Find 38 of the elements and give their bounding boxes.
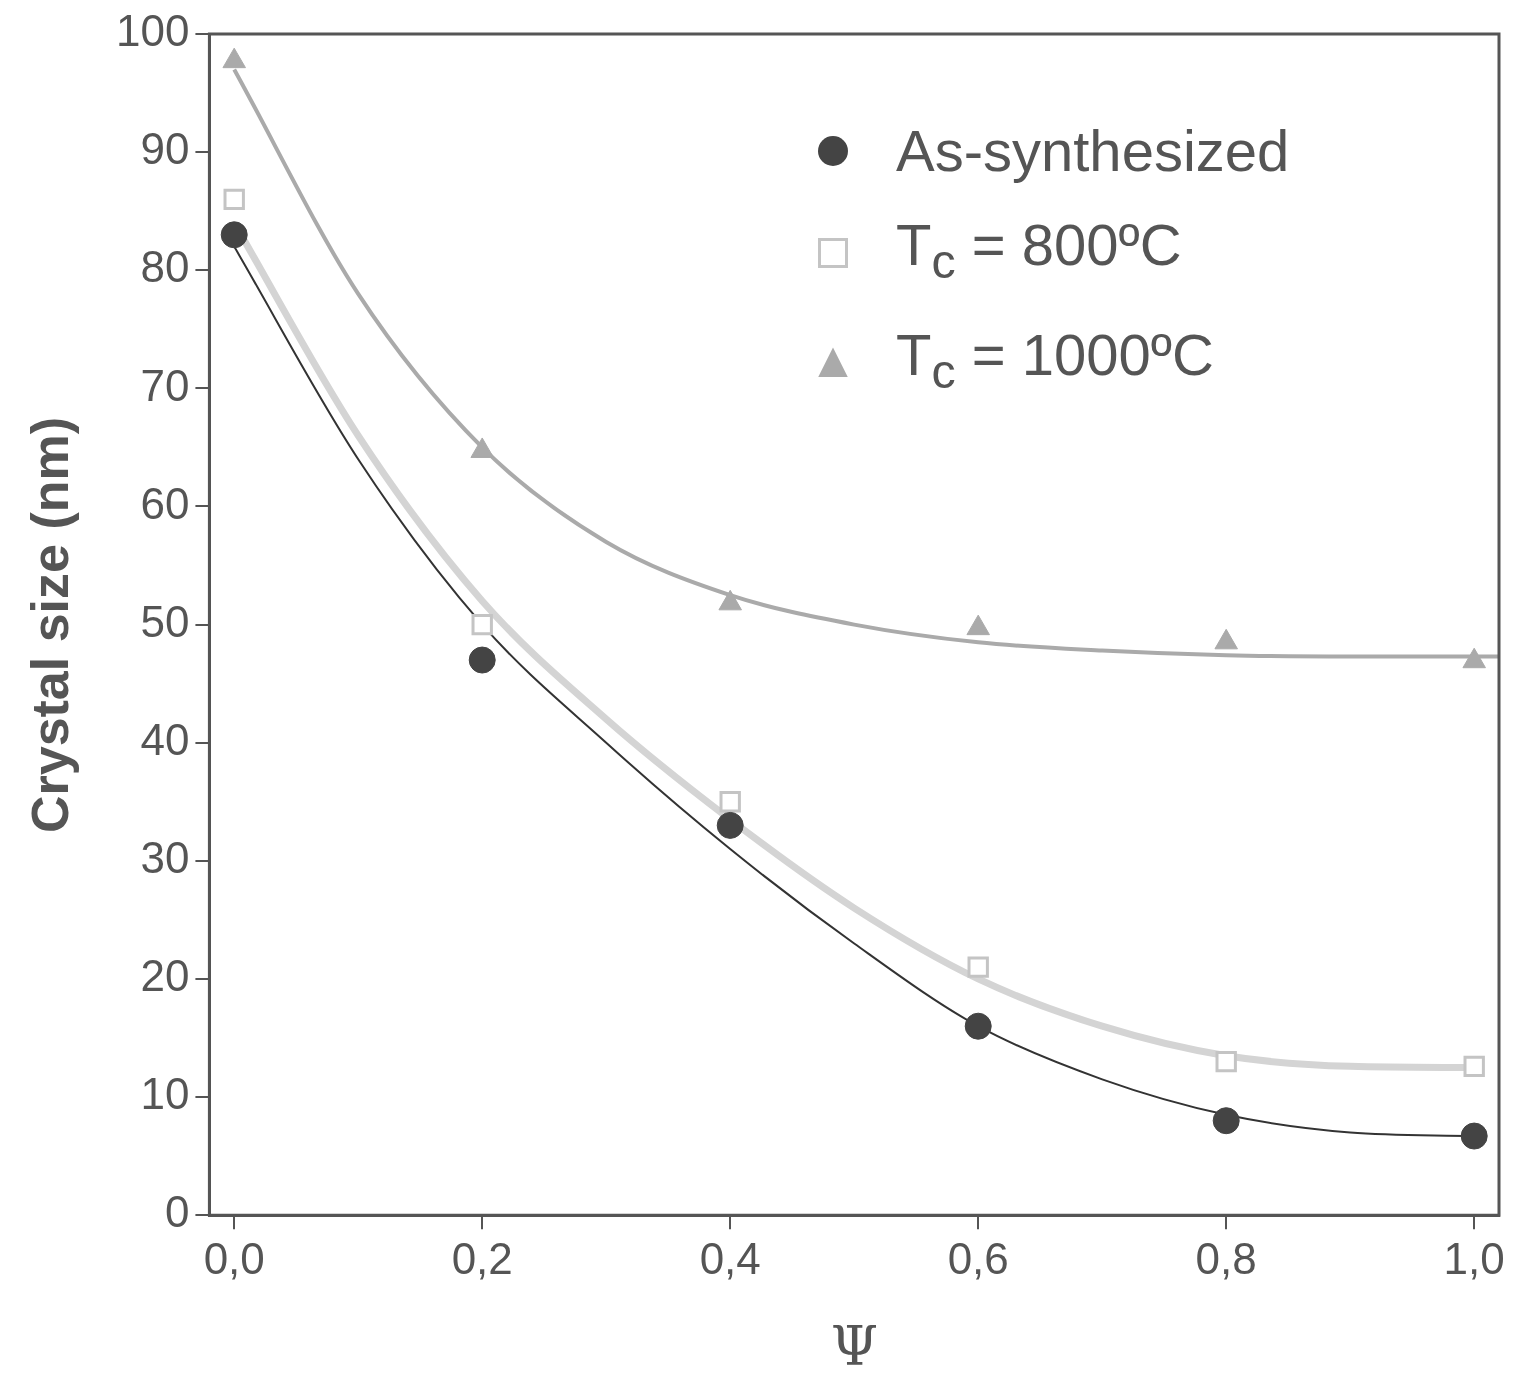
y-tick-label: 100	[115, 6, 190, 56]
point	[719, 791, 741, 813]
x-tick-label: 0,4	[699, 1233, 761, 1283]
point	[1460, 1122, 1488, 1150]
y-tick-label: 20	[140, 951, 190, 1001]
x-axis-title: Ψ	[830, 1315, 879, 1379]
x-tick-label: 0,6	[947, 1233, 1009, 1283]
point	[1463, 1055, 1485, 1078]
x-tick-label: 0,8	[1195, 1233, 1257, 1283]
y-axis-title: Crystal size (nm)	[20, 416, 81, 833]
y-tick-label: 80	[140, 242, 190, 292]
point	[1215, 1050, 1237, 1073]
point	[470, 437, 494, 458]
point	[967, 956, 989, 978]
point	[222, 47, 246, 69]
x-tick-label: 1,0	[1443, 1233, 1505, 1283]
point	[966, 614, 990, 636]
point	[1462, 647, 1486, 669]
point	[718, 589, 742, 611]
y-tick-label: 10	[140, 1069, 190, 1119]
point	[1212, 1107, 1240, 1135]
y-tick-label: 90	[140, 124, 190, 174]
y-tick-label: 70	[140, 360, 190, 410]
y-tick-label: 50	[140, 596, 190, 646]
point	[468, 646, 496, 674]
y-tick-label: 60	[140, 478, 190, 528]
point	[716, 811, 744, 839]
legend-label: T$_{c}$ = 800ºC	[896, 211, 1182, 290]
y-tick-label: 40	[140, 714, 190, 764]
x-tick-label: 0,0	[203, 1233, 265, 1283]
x-tick-label: 0,2	[451, 1233, 513, 1283]
legend-label: As-synthesized	[896, 117, 1290, 185]
point	[964, 1012, 992, 1040]
point	[1214, 628, 1238, 650]
point	[471, 613, 493, 636]
legend-label: T$_{c}$ = 1000ºC	[896, 320, 1214, 400]
y-tick-label: 0	[164, 1187, 190, 1237]
y-tick-label: 30	[140, 832, 190, 882]
